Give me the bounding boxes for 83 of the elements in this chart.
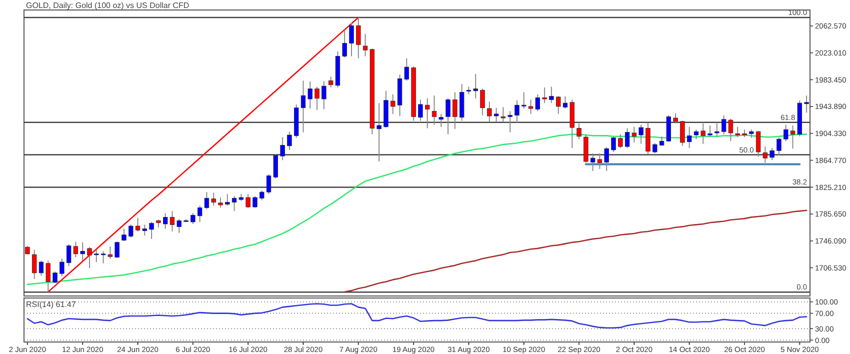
candlestick	[770, 147, 774, 161]
candlestick	[225, 194, 230, 206]
candlestick	[190, 212, 196, 224]
candlestick	[308, 80, 312, 110]
candlestick	[508, 110, 512, 133]
chart-title: GOLD, Daily: Gold (100 oz) vs US Dollar CFD	[26, 1, 190, 10]
candlestick	[246, 194, 250, 208]
candlestick	[694, 129, 699, 140]
candlestick	[218, 196, 223, 208]
candlestick	[659, 136, 664, 146]
candlestick	[114, 241, 120, 258]
candlestick	[646, 122, 650, 155]
candlestick	[680, 120, 685, 146]
candlestick	[604, 146, 609, 172]
candlestick	[418, 99, 423, 122]
candlestick	[576, 122, 582, 140]
candlestick	[535, 94, 540, 112]
candlestick	[342, 30, 347, 58]
candlestick	[94, 249, 99, 263]
candlestick	[438, 113, 444, 128]
candlestick	[700, 122, 706, 144]
candlestick	[390, 94, 396, 114]
candlestick	[542, 86, 547, 104]
candlestick	[756, 130, 761, 158]
candlestick	[163, 212, 168, 230]
candlestick	[280, 136, 285, 161]
candlestick	[673, 112, 678, 124]
line-series	[26, 303, 808, 328]
candlestick	[708, 124, 712, 138]
candlestick	[473, 73, 478, 99]
candlestick	[652, 142, 658, 154]
candlestick	[528, 99, 534, 114]
candlestick	[522, 92, 526, 110]
line-series	[47, 16, 360, 293]
candlestick	[300, 80, 306, 133]
candlestick	[260, 190, 264, 201]
candlestick	[446, 98, 450, 135]
candlestick	[32, 249, 37, 280]
candlestick	[87, 246, 92, 269]
candlestick	[425, 98, 430, 129]
candlestick	[211, 192, 216, 206]
candlestick	[128, 224, 134, 238]
candlestick	[142, 224, 147, 236]
candlestick	[135, 217, 140, 232]
candlestick	[714, 122, 720, 138]
candlestick	[487, 101, 492, 123]
candlestick	[500, 106, 506, 123]
candlestick	[266, 174, 272, 195]
candlestick	[452, 92, 458, 130]
candlestick	[494, 107, 499, 123]
candlestick	[735, 126, 740, 138]
candlestick	[784, 124, 788, 142]
candlestick	[314, 86, 320, 110]
candlestick	[804, 95, 809, 114]
candlestick	[60, 258, 64, 277]
candlestick	[790, 124, 796, 150]
candlestick	[762, 146, 768, 164]
candlestick	[432, 95, 437, 126]
candlestick	[376, 102, 382, 162]
candlestick	[170, 210, 175, 232]
candlestick	[480, 88, 485, 116]
candlestick	[38, 260, 44, 276]
candlestick	[273, 154, 278, 179]
candlestick	[52, 271, 58, 284]
candlestick	[149, 221, 154, 240]
line-series	[344, 210, 808, 293]
candlestick	[322, 80, 326, 110]
candlestick	[549, 86, 554, 104]
candlestick	[687, 126, 692, 148]
candlestick	[611, 136, 616, 152]
chart-title: RSI(14) 61.47	[26, 300, 76, 309]
candlestick	[618, 134, 623, 148]
candlestick	[122, 228, 126, 242]
candlestick	[562, 96, 568, 110]
candlestick	[514, 100, 520, 124]
candlestick	[638, 124, 644, 144]
candlestick	[404, 58, 409, 82]
candlestick	[776, 137, 782, 156]
candlestick	[349, 22, 354, 57]
candlestick	[176, 218, 182, 234]
candlestick	[287, 131, 292, 150]
candlestick	[556, 96, 561, 114]
candlestick	[80, 242, 85, 262]
